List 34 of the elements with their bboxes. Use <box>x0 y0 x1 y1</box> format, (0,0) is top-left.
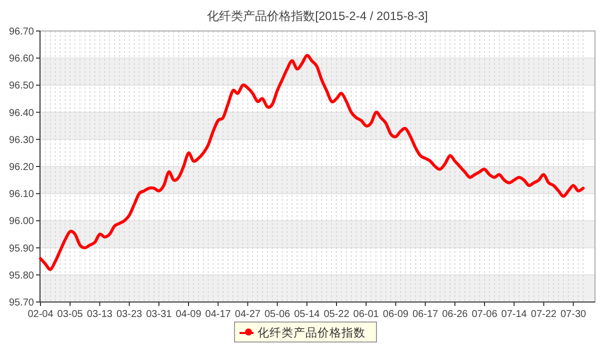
x-tick-label: 03-13 <box>86 309 113 320</box>
chart-title: 化纤类产品价格指数[2015-2-4 / 2015-8-3] <box>207 9 428 23</box>
legend: 化纤类产品价格指数 <box>234 322 377 342</box>
x-tick-label: 03-31 <box>146 309 172 320</box>
x-tick-label: 06-17 <box>412 309 439 320</box>
y-tick-label: 96.10 <box>8 189 34 200</box>
y-tick-label: 96.70 <box>8 26 34 38</box>
y-tick-label: 96.20 <box>8 162 34 173</box>
y-tick-label: 95.70 <box>8 298 34 308</box>
x-tick-label: 02-04 <box>28 309 54 320</box>
y-tick-label: 95.80 <box>8 270 34 282</box>
y-tick-label: 96.40 <box>8 108 34 119</box>
y-tick-label: 95.90 <box>8 243 34 254</box>
x-tick-label: 06-09 <box>382 309 409 320</box>
y-tick-label: 96.60 <box>8 54 34 65</box>
x-tick-label: 05-22 <box>324 309 350 320</box>
y-tick-label: 96.30 <box>8 134 34 146</box>
x-tick-label: 07-06 <box>472 309 498 320</box>
x-tick-label: 07-14 <box>501 309 528 320</box>
x-tick-label: 07-22 <box>530 309 557 320</box>
x-tick-label: 06-26 <box>442 309 468 320</box>
y-tick-label: 96.00 <box>8 216 34 228</box>
x-tick-label: 05-06 <box>264 309 291 320</box>
x-tick-label: 04-17 <box>205 309 232 320</box>
x-tick-label: 03-05 <box>57 309 84 320</box>
x-tick-label: 06-01 <box>353 309 380 320</box>
y-tick-label: 96.50 <box>8 80 34 92</box>
line-series <box>39 54 585 271</box>
x-tick-label: 03-23 <box>116 309 143 320</box>
x-tick-label: 04-09 <box>176 309 202 320</box>
x-tick-label: 07-30 <box>560 309 587 320</box>
x-tick-label: 05-14 <box>294 309 320 320</box>
x-tick-label: 04-27 <box>234 309 261 320</box>
legend-label: 化纤类产品价格指数 <box>258 326 366 340</box>
